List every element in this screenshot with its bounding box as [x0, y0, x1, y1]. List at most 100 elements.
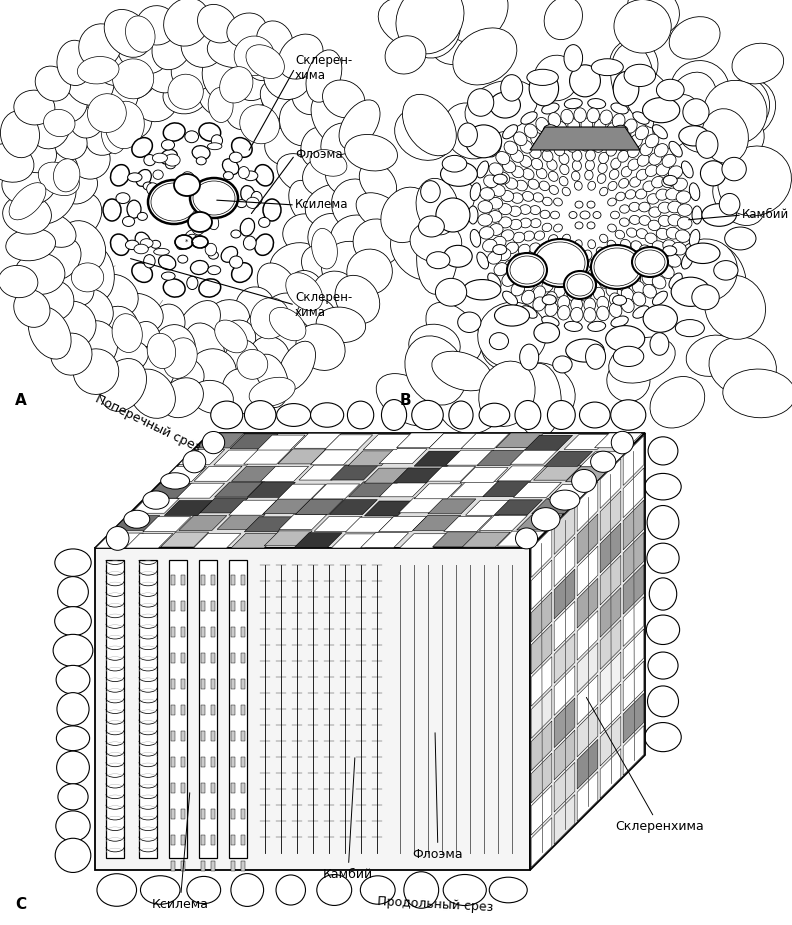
Polygon shape: [554, 536, 575, 586]
Ellipse shape: [609, 337, 676, 383]
Polygon shape: [265, 531, 312, 546]
Ellipse shape: [554, 198, 562, 206]
Polygon shape: [510, 450, 558, 464]
Ellipse shape: [479, 227, 494, 240]
Ellipse shape: [496, 172, 509, 184]
Ellipse shape: [561, 109, 573, 124]
Ellipse shape: [269, 307, 306, 340]
Ellipse shape: [335, 276, 379, 324]
Polygon shape: [577, 739, 598, 789]
Ellipse shape: [692, 206, 702, 224]
Ellipse shape: [719, 193, 740, 215]
Ellipse shape: [0, 143, 34, 182]
Ellipse shape: [478, 214, 493, 226]
Ellipse shape: [106, 526, 129, 550]
Ellipse shape: [703, 245, 746, 302]
Ellipse shape: [529, 71, 558, 105]
Ellipse shape: [562, 234, 570, 242]
Ellipse shape: [208, 265, 221, 275]
Polygon shape: [580, 451, 626, 467]
Ellipse shape: [494, 305, 529, 327]
Ellipse shape: [166, 161, 176, 169]
Ellipse shape: [479, 403, 510, 426]
Polygon shape: [444, 516, 492, 532]
Ellipse shape: [488, 252, 501, 265]
Ellipse shape: [489, 163, 503, 176]
Ellipse shape: [125, 16, 155, 52]
Ellipse shape: [501, 191, 514, 202]
Ellipse shape: [633, 306, 649, 318]
Polygon shape: [577, 578, 598, 628]
Ellipse shape: [653, 291, 668, 305]
Ellipse shape: [626, 228, 637, 237]
Ellipse shape: [64, 56, 114, 105]
Ellipse shape: [198, 79, 233, 116]
Ellipse shape: [575, 269, 584, 280]
Ellipse shape: [529, 243, 540, 253]
Ellipse shape: [382, 400, 406, 430]
Ellipse shape: [520, 264, 533, 276]
Ellipse shape: [136, 169, 151, 186]
Bar: [171, 835, 175, 845]
Polygon shape: [193, 534, 241, 548]
Ellipse shape: [637, 228, 648, 239]
Bar: [211, 627, 215, 637]
Ellipse shape: [125, 240, 139, 250]
Ellipse shape: [202, 46, 248, 102]
Ellipse shape: [637, 169, 648, 180]
Ellipse shape: [646, 615, 680, 645]
Bar: [171, 783, 175, 793]
Ellipse shape: [503, 291, 517, 305]
Ellipse shape: [489, 92, 520, 118]
Ellipse shape: [575, 201, 583, 208]
Bar: [201, 575, 205, 585]
Polygon shape: [314, 516, 362, 531]
Ellipse shape: [436, 198, 470, 232]
Ellipse shape: [619, 128, 631, 141]
Polygon shape: [531, 657, 552, 707]
Polygon shape: [330, 465, 379, 480]
Polygon shape: [548, 485, 593, 500]
Ellipse shape: [533, 286, 546, 299]
Ellipse shape: [296, 298, 337, 338]
Ellipse shape: [53, 635, 93, 667]
Ellipse shape: [465, 80, 538, 133]
Ellipse shape: [543, 126, 554, 140]
Ellipse shape: [78, 24, 121, 68]
Ellipse shape: [627, 145, 639, 157]
Ellipse shape: [722, 157, 746, 180]
Polygon shape: [554, 762, 575, 812]
Ellipse shape: [666, 228, 680, 239]
Ellipse shape: [493, 236, 506, 248]
Ellipse shape: [499, 204, 512, 215]
Polygon shape: [247, 482, 295, 498]
Ellipse shape: [610, 39, 658, 90]
Bar: [231, 757, 235, 767]
Ellipse shape: [289, 180, 325, 227]
Ellipse shape: [322, 241, 373, 290]
Ellipse shape: [246, 197, 259, 208]
Polygon shape: [600, 587, 621, 637]
Polygon shape: [463, 532, 510, 547]
Ellipse shape: [650, 333, 668, 355]
Ellipse shape: [613, 260, 623, 271]
Polygon shape: [432, 532, 481, 547]
Ellipse shape: [520, 218, 531, 228]
Ellipse shape: [177, 255, 188, 263]
Ellipse shape: [192, 380, 234, 413]
Ellipse shape: [611, 400, 645, 430]
Bar: [201, 809, 205, 819]
Ellipse shape: [278, 341, 315, 391]
Ellipse shape: [249, 337, 289, 375]
Ellipse shape: [221, 246, 238, 263]
Ellipse shape: [249, 377, 295, 406]
Ellipse shape: [50, 302, 96, 348]
Polygon shape: [482, 482, 531, 497]
Polygon shape: [413, 515, 461, 530]
Polygon shape: [414, 451, 463, 466]
Ellipse shape: [718, 146, 791, 216]
Ellipse shape: [550, 211, 559, 219]
Ellipse shape: [533, 192, 543, 202]
Polygon shape: [554, 730, 575, 780]
Ellipse shape: [607, 122, 619, 136]
